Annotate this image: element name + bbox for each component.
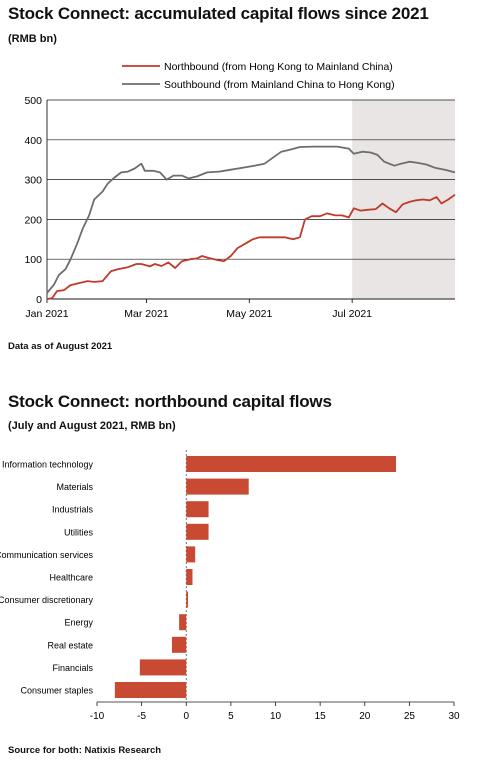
bar-industrials	[186, 501, 209, 518]
x-tick-label: May 2021	[226, 308, 272, 320]
x-tick-label: 30	[448, 711, 460, 722]
x-tick-label: 0	[183, 711, 189, 722]
data-date-note: Data as of August 2021	[8, 341, 113, 352]
bar-information-technology	[186, 456, 396, 472]
category-label-real-estate: Real estate	[47, 640, 93, 650]
category-label-healthcare: Healthcare	[49, 573, 93, 583]
x-tick-label: 15	[315, 711, 327, 722]
northbound-series-line	[46, 193, 456, 300]
line-chart: 0 100 200 300 400 500 Jan 2021 Mar 2021 May 2021…	[24, 61, 456, 320]
line-chart-subtitle: (RMB bn)	[8, 33, 57, 45]
category-label-materials: Materials	[56, 482, 93, 492]
x-tick-label: Jul 2021	[332, 308, 372, 320]
y-tick-label-0: 0	[36, 294, 42, 306]
y-tick-label-500: 500	[24, 95, 42, 107]
x-tick-label: 25	[404, 711, 416, 722]
x-tick-label: Mar 2021	[124, 308, 169, 320]
y-tick-label-100: 100	[24, 254, 42, 266]
y-tick-label-200: 200	[24, 214, 42, 226]
line-chart-title: Stock Connect: accumulated capital flows…	[8, 4, 429, 23]
bar-communication-services	[186, 546, 196, 563]
y-tick-label-400: 400	[24, 135, 42, 147]
y-tick-label-300: 300	[24, 175, 42, 187]
x-tick-label: Jan 2021	[25, 308, 68, 320]
southbound-series-line	[46, 145, 456, 294]
bar-healthcare	[186, 569, 193, 585]
x-tick-label: 10	[270, 711, 282, 722]
bar-financials	[139, 659, 187, 676]
x-tick-label: -10	[90, 711, 105, 722]
bar-energy	[179, 614, 187, 631]
category-label-consumer-staples: Consumer staples	[20, 686, 93, 696]
category-label-information-technology: Information technology	[2, 460, 94, 470]
category-label-financials: Financials	[52, 663, 93, 673]
southbound-legend-label: Southbound (from Mainland China to Hong …	[164, 79, 395, 91]
bar-chart: -10 -5 0 5 10 15 20 25 30 Information technology M…	[0, 450, 460, 722]
bar-chart-subtitle: (July and August 2021, RMB bn)	[8, 420, 176, 432]
category-label-industrials: Industrials	[52, 505, 94, 515]
bar-consumer-discretionary	[186, 591, 189, 608]
northbound-legend-label: Northbound (from Hong Kong to Mainland C…	[164, 61, 393, 73]
bar-consumer-staples	[114, 682, 187, 698]
x-tick-label: -5	[137, 711, 146, 722]
category-label-consumer-discretionary: Consumer discretionary	[0, 595, 93, 605]
x-tick-label: 5	[228, 711, 234, 722]
bar-chart-title: Stock Connect: northbound capital flows	[8, 392, 332, 411]
x-tick-label: 20	[359, 711, 371, 722]
shaded-period	[352, 100, 455, 299]
bar-utilities	[186, 523, 209, 540]
category-label-energy: Energy	[64, 618, 93, 628]
category-label-communication-services: Communication services	[0, 550, 93, 560]
source-note: Source for both: Natixis Research	[8, 745, 162, 756]
category-label-utilities: Utilities	[64, 527, 94, 537]
bar-materials	[186, 478, 249, 495]
bar-real-estate	[171, 636, 187, 653]
